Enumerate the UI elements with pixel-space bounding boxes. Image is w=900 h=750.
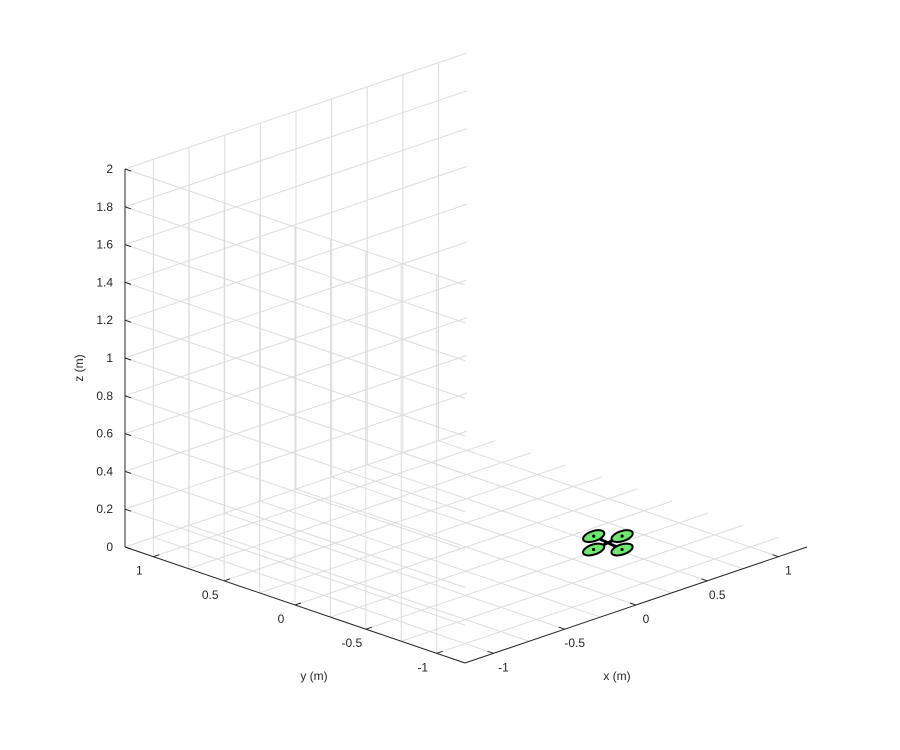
grid-line: [224, 464, 567, 582]
x-tick: [701, 578, 708, 582]
grid-line: [259, 476, 602, 594]
z-tick: [124, 281, 132, 285]
tick-marks: [124, 168, 779, 654]
z-tick: [124, 244, 132, 248]
grid-line: [367, 464, 708, 582]
rotor-hub: [592, 534, 596, 538]
y-tick: [436, 650, 443, 654]
grid-line: [331, 476, 672, 594]
grid-line: [294, 488, 638, 606]
x-tick-label: -1: [498, 660, 509, 674]
y-tick: [224, 578, 231, 582]
grid-line: [124, 281, 466, 399]
y-tick-label: -1: [417, 660, 428, 674]
z-tick-label: 1: [106, 351, 113, 365]
x-tick-label: 0.5: [709, 588, 726, 602]
grid-line: [124, 90, 468, 208]
x-tick-label: 1: [785, 564, 792, 578]
grid-line: [124, 433, 466, 551]
z-tick-label: 0.6: [96, 427, 113, 441]
z-tick-label: 1.4: [96, 275, 113, 289]
x-tick: [487, 650, 494, 654]
grid-lines: [124, 52, 779, 664]
grid-line: [124, 241, 468, 359]
grid-line: [124, 128, 468, 246]
grid-line: [124, 354, 468, 472]
z-tick-label: 2: [106, 162, 113, 176]
grid-line: [124, 357, 466, 475]
grid-line: [124, 392, 468, 510]
y-tick-label: 0: [278, 612, 285, 626]
z-tick: [124, 206, 132, 210]
y-tick-label: 0.5: [202, 588, 219, 602]
axis-lines: [124, 169, 808, 664]
grid-line: [124, 508, 466, 626]
grid-line: [188, 452, 531, 570]
x-tick: [772, 554, 779, 558]
z-tick: [124, 470, 132, 474]
grid-line: [124, 279, 468, 397]
grid-line: [124, 395, 466, 513]
z-tick-label: 1.8: [96, 200, 113, 214]
z-tick-label: 0.4: [96, 464, 113, 478]
grid-line: [124, 206, 466, 324]
y-axis-label: y (m): [300, 669, 327, 683]
grid-line: [124, 244, 466, 362]
x-tick-label: 0: [643, 612, 650, 626]
grid-line: [124, 203, 468, 321]
z-tick-label: 1.6: [96, 238, 113, 252]
rotor-hub: [620, 534, 624, 538]
grid-line: [124, 319, 466, 437]
z-tick-label: 1.2: [96, 313, 113, 327]
z-axis-label: z (m): [72, 354, 86, 381]
y-tick-label: 1: [136, 564, 143, 578]
grid-line: [124, 430, 468, 548]
x-tick: [629, 602, 637, 606]
z-tick: [124, 319, 132, 323]
rotor-hub: [592, 547, 596, 552]
y-tick: [294, 602, 302, 606]
z-tick: [124, 433, 132, 437]
grid-line: [124, 317, 468, 435]
x-axis-label: x (m): [603, 669, 630, 683]
grid-line: [124, 470, 466, 588]
z-tick-label: 0.2: [96, 502, 113, 516]
z-tick: [124, 357, 132, 361]
z-tick: [124, 168, 132, 172]
grid-line: [124, 52, 468, 170]
grid-line: [153, 440, 496, 558]
rotor-hub: [620, 547, 624, 552]
z-tick-label: 0: [106, 540, 113, 554]
z-tick: [124, 395, 132, 399]
y-tick: [153, 554, 160, 558]
tick-labels: -1 -0.5 0 0.5 1 -1 -0.5 0 0.5 1 0 0.2 0.4 0.6 0.8 1 1.2 1…: [96, 162, 792, 674]
grid-line: [124, 168, 466, 286]
z-tick: [124, 546, 132, 550]
z-tick: [124, 508, 132, 512]
y-tick: [365, 626, 372, 630]
y-tick-label: -0.5: [341, 636, 362, 650]
grid-line: [124, 165, 468, 283]
x-tick-label: -0.5: [564, 636, 585, 650]
x-tick: [558, 626, 565, 630]
quadrotor-object: [581, 529, 634, 557]
grid-line: [438, 440, 779, 558]
z-tick-label: 0.8: [96, 389, 113, 403]
